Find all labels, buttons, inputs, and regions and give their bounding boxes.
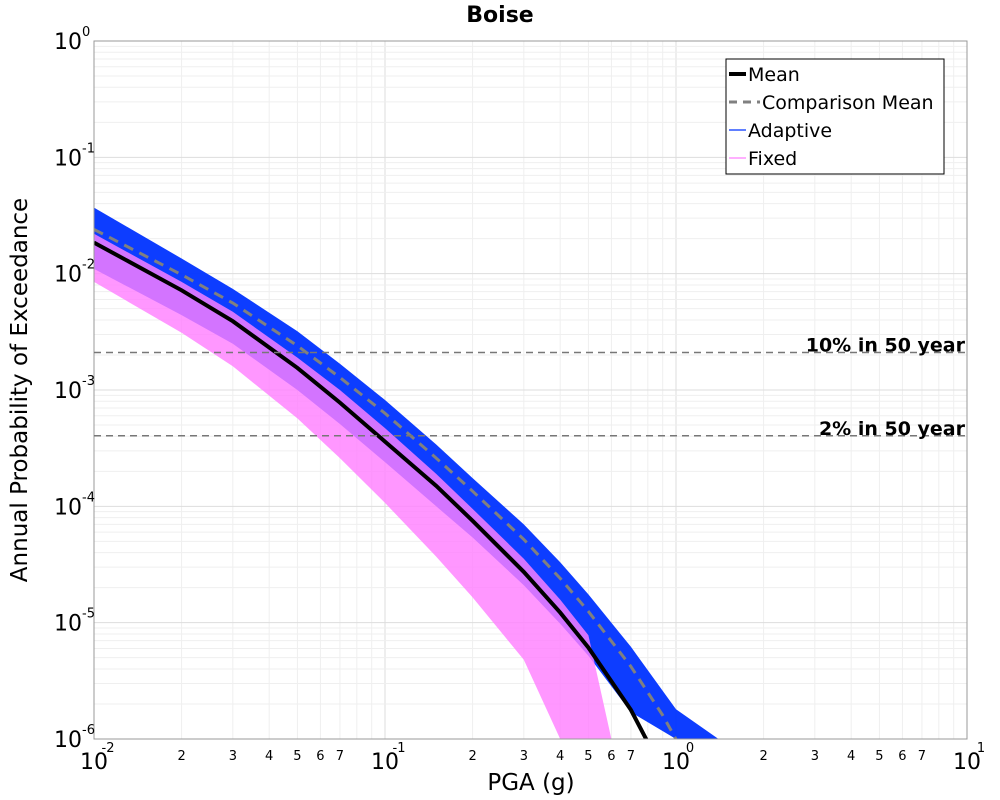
x-tick-label: 10 — [953, 750, 981, 775]
y-tick-label: 10 — [54, 146, 82, 171]
x-minor-tick-label: 3 — [811, 749, 819, 764]
x-tick-exponent: -2 — [102, 741, 115, 756]
band-fixed — [94, 233, 612, 739]
legend-entry-label: Adaptive — [748, 120, 832, 142]
x-minor-tick-label: 6 — [898, 749, 906, 764]
reference-line-label: 10% in 50 year — [806, 335, 966, 357]
x-tick-exponent: 1 — [977, 741, 985, 756]
x-minor-tick-label: 4 — [265, 749, 273, 764]
y-tick-exponent: -2 — [82, 258, 95, 273]
y-tick-label: 10 — [54, 30, 82, 55]
x-tick-exponent: 0 — [686, 741, 694, 756]
x-minor-tick-label: 4 — [847, 749, 855, 764]
y-tick-label: 10 — [54, 263, 82, 288]
x-minor-tick-label: 3 — [520, 749, 528, 764]
y-tick-label: 10 — [54, 728, 82, 753]
y-tick-exponent: 0 — [82, 25, 90, 40]
legend-entry-label: Fixed — [748, 148, 797, 170]
y-tick-exponent: -6 — [82, 723, 95, 738]
y-tick-exponent: -4 — [82, 490, 95, 505]
x-tick-label: 10 — [80, 750, 108, 775]
y-tick-exponent: -5 — [82, 607, 95, 622]
y-tick-exponent: -3 — [82, 374, 95, 389]
chart-title: Boise — [466, 3, 533, 28]
x-minor-tick-label: 7 — [336, 749, 344, 764]
legend-box — [725, 58, 945, 175]
y-tick-label: 10 — [54, 379, 82, 404]
plot-area — [94, 207, 719, 739]
y-tick-exponent: -1 — [82, 141, 95, 156]
x-minor-tick-label: 7 — [918, 749, 926, 764]
line-mean — [94, 240, 649, 739]
legend: Mean Comparison Mean Adaptive Fixed — [725, 58, 945, 175]
x-minor-tick-label: 2 — [759, 749, 767, 764]
line-comparison-mean — [94, 228, 678, 739]
legend-entry-label: Comparison Mean — [762, 92, 934, 114]
x-minor-tick-label: 2 — [177, 749, 185, 764]
x-axis-label: PGA (g) — [487, 770, 574, 796]
reference-lines: 10% in 50 year 2% in 50 year — [94, 335, 967, 440]
legend-entry-label: Mean — [748, 64, 800, 86]
x-minor-tick-label: 5 — [293, 749, 301, 764]
x-minor-tick-label: 5 — [584, 749, 592, 764]
x-tick-exponent: -1 — [393, 741, 406, 756]
x-minor-tick-label: 5 — [875, 749, 883, 764]
x-minor-tick-label: 3 — [229, 749, 237, 764]
x-tick-label: 10 — [371, 750, 399, 775]
reference-line-label: 2% in 50 year — [819, 418, 966, 440]
y-axis-label: Annual Probability of Exceedance — [7, 198, 33, 582]
x-minor-tick-label: 6 — [607, 749, 615, 764]
x-minor-tick-label: 6 — [316, 749, 324, 764]
y-tick-label: 10 — [54, 495, 82, 520]
x-minor-tick-label: 2 — [468, 749, 476, 764]
x-minor-tick-label: 4 — [556, 749, 564, 764]
plot-frame — [93, 40, 968, 740]
x-minor-tick-label: 7 — [627, 749, 635, 764]
x-tick-label: 10 — [662, 750, 690, 775]
y-tick-label: 10 — [54, 612, 82, 637]
